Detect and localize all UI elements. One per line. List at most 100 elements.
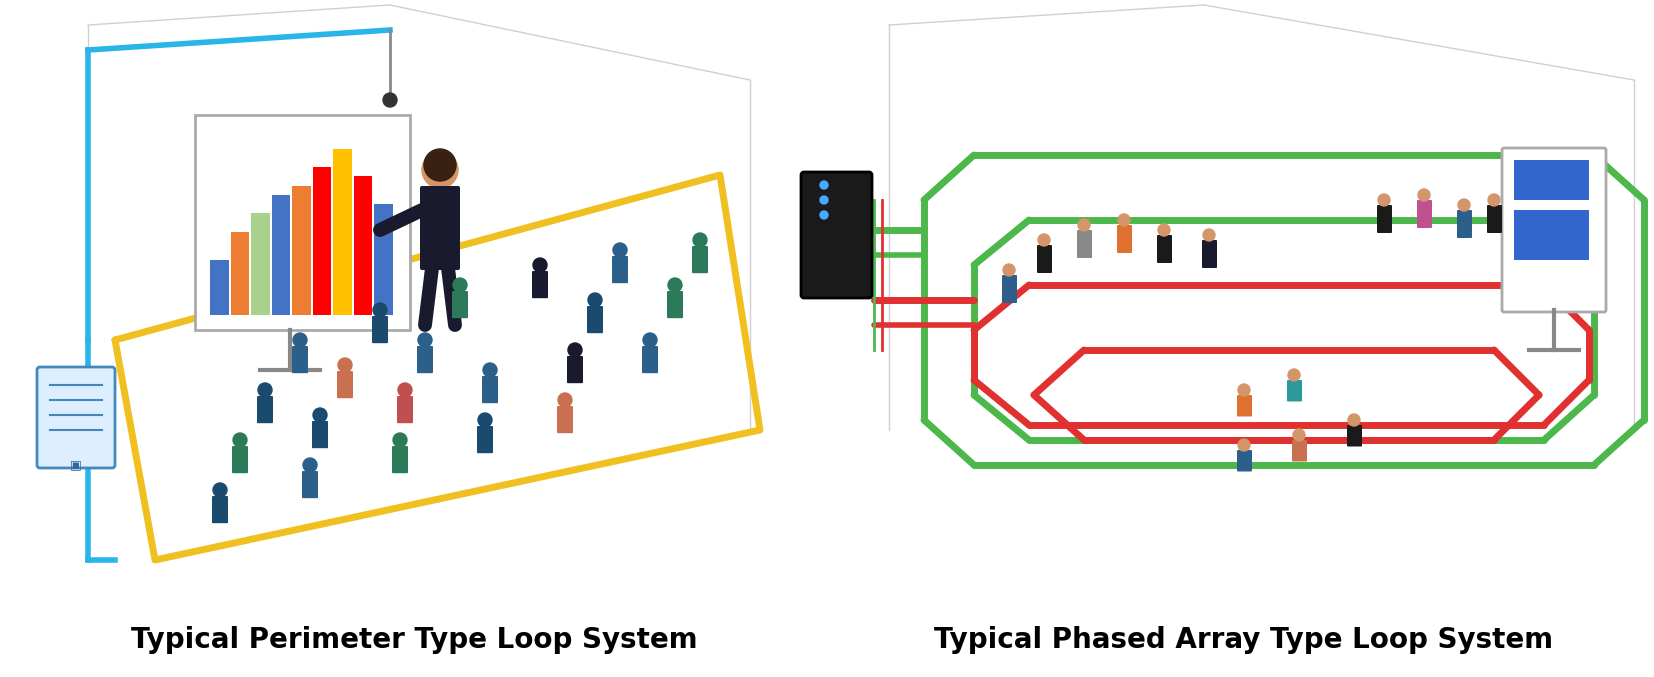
FancyBboxPatch shape: [417, 346, 433, 373]
FancyBboxPatch shape: [1116, 225, 1131, 253]
FancyBboxPatch shape: [1457, 210, 1472, 238]
FancyBboxPatch shape: [212, 496, 228, 523]
Circle shape: [1039, 234, 1050, 246]
FancyBboxPatch shape: [337, 371, 352, 398]
Circle shape: [1288, 369, 1300, 381]
Bar: [230, 232, 250, 315]
FancyBboxPatch shape: [392, 446, 409, 473]
FancyBboxPatch shape: [612, 256, 629, 283]
Circle shape: [643, 333, 657, 347]
Circle shape: [557, 393, 572, 407]
Circle shape: [533, 258, 547, 272]
Circle shape: [233, 433, 246, 447]
Circle shape: [1078, 219, 1090, 231]
Circle shape: [820, 181, 829, 189]
Text: ▣: ▣: [69, 458, 83, 471]
Circle shape: [313, 408, 327, 422]
FancyBboxPatch shape: [1237, 450, 1252, 471]
FancyBboxPatch shape: [642, 346, 658, 373]
FancyBboxPatch shape: [667, 291, 683, 318]
Bar: [313, 167, 331, 315]
FancyBboxPatch shape: [313, 421, 327, 448]
Circle shape: [453, 278, 466, 292]
FancyBboxPatch shape: [1202, 240, 1217, 268]
FancyBboxPatch shape: [452, 291, 468, 318]
Bar: [210, 259, 228, 315]
FancyBboxPatch shape: [1237, 395, 1252, 416]
FancyBboxPatch shape: [1378, 205, 1393, 233]
Text: Typical Perimeter Type Loop System: Typical Perimeter Type Loop System: [131, 626, 698, 654]
Circle shape: [504, 314, 516, 326]
Circle shape: [820, 196, 829, 204]
FancyBboxPatch shape: [293, 346, 308, 373]
FancyBboxPatch shape: [481, 376, 498, 403]
Circle shape: [399, 383, 412, 397]
FancyBboxPatch shape: [1502, 148, 1606, 312]
Circle shape: [423, 149, 457, 181]
FancyBboxPatch shape: [232, 446, 248, 473]
Circle shape: [1348, 414, 1360, 426]
Circle shape: [1237, 439, 1250, 451]
Circle shape: [1417, 189, 1431, 201]
Bar: [374, 204, 394, 315]
FancyBboxPatch shape: [691, 246, 708, 274]
Circle shape: [668, 278, 681, 292]
FancyBboxPatch shape: [557, 406, 572, 433]
Circle shape: [1457, 199, 1470, 211]
FancyBboxPatch shape: [1292, 440, 1307, 462]
FancyBboxPatch shape: [36, 367, 116, 468]
Bar: [1513, 160, 1589, 200]
Circle shape: [483, 363, 496, 377]
FancyBboxPatch shape: [1158, 235, 1173, 263]
Circle shape: [1158, 224, 1169, 236]
FancyBboxPatch shape: [587, 306, 604, 333]
Bar: [271, 195, 289, 315]
Text: Typical Phased Array Type Loop System: Typical Phased Array Type Loop System: [935, 626, 1553, 654]
Circle shape: [213, 483, 227, 497]
FancyBboxPatch shape: [420, 186, 460, 270]
FancyBboxPatch shape: [533, 271, 547, 298]
FancyBboxPatch shape: [303, 471, 318, 498]
Circle shape: [1378, 194, 1389, 206]
Circle shape: [567, 343, 582, 357]
Circle shape: [1489, 194, 1500, 206]
FancyBboxPatch shape: [1002, 275, 1017, 303]
FancyBboxPatch shape: [476, 426, 493, 453]
Circle shape: [337, 358, 352, 372]
Bar: [195, 115, 410, 330]
FancyBboxPatch shape: [567, 356, 582, 383]
Circle shape: [293, 333, 308, 347]
FancyBboxPatch shape: [397, 396, 414, 423]
Circle shape: [614, 243, 627, 257]
Bar: [354, 176, 372, 315]
FancyBboxPatch shape: [1417, 200, 1432, 228]
FancyBboxPatch shape: [503, 325, 518, 349]
Circle shape: [303, 458, 318, 472]
FancyBboxPatch shape: [1037, 245, 1052, 273]
Circle shape: [394, 433, 407, 447]
Bar: [334, 148, 352, 315]
FancyBboxPatch shape: [1287, 380, 1302, 401]
Bar: [251, 213, 270, 315]
Circle shape: [258, 383, 271, 397]
Circle shape: [1118, 214, 1130, 226]
Circle shape: [1002, 264, 1016, 276]
FancyBboxPatch shape: [1346, 425, 1361, 447]
Circle shape: [374, 303, 387, 317]
FancyBboxPatch shape: [256, 396, 273, 423]
Circle shape: [384, 93, 397, 107]
FancyBboxPatch shape: [1077, 230, 1092, 258]
Bar: [1513, 210, 1589, 260]
FancyBboxPatch shape: [1487, 205, 1502, 233]
Circle shape: [589, 293, 602, 307]
FancyBboxPatch shape: [801, 172, 872, 298]
Circle shape: [418, 333, 432, 347]
Circle shape: [422, 152, 458, 188]
FancyBboxPatch shape: [372, 316, 389, 343]
Circle shape: [1237, 384, 1250, 396]
Circle shape: [1293, 429, 1305, 441]
Circle shape: [478, 413, 491, 427]
Circle shape: [693, 233, 706, 247]
Circle shape: [820, 211, 829, 219]
Circle shape: [1202, 229, 1216, 241]
